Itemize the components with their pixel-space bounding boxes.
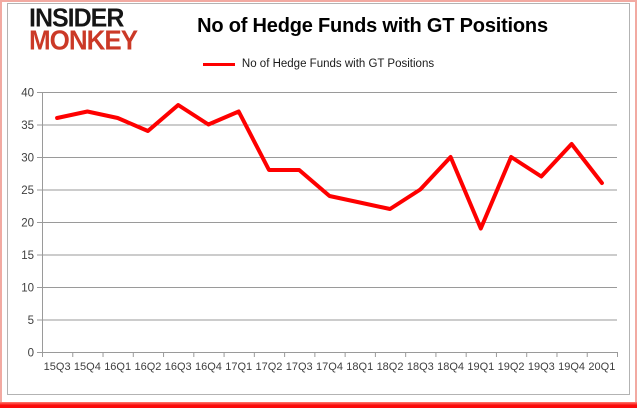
legend-line-swatch: [202, 62, 235, 66]
x-axis-label: 17Q2: [256, 361, 283, 373]
y-axis-label: 40: [21, 88, 34, 100]
x-axis-label: 16Q1: [104, 361, 131, 373]
chart-legend: No of Hedge Funds with GT Positions: [0, 56, 637, 72]
x-axis-label: 18Q2: [377, 361, 404, 373]
chart-border: [7, 3, 630, 395]
y-axis-label: 0: [28, 348, 34, 360]
x-axis-label: 18Q4: [437, 361, 464, 373]
logo-text-insider: INSIDER: [29, 3, 124, 33]
x-axis-label: 19Q2: [498, 361, 525, 373]
y-axis-label: 5: [28, 315, 34, 327]
y-axis-label: 20: [21, 218, 34, 230]
x-axis-label: 15Q4: [74, 361, 101, 373]
x-axis-label: 18Q3: [407, 361, 434, 373]
x-axis-label: 17Q3: [286, 361, 313, 373]
x-axis-label: 19Q1: [467, 361, 494, 373]
x-axis-label: 16Q2: [134, 361, 161, 373]
x-axis-label: 15Q3: [44, 361, 71, 373]
x-axis-label: 17Q4: [316, 361, 343, 373]
y-axis-label: 30: [21, 153, 34, 165]
y-axis-label: 35: [21, 120, 34, 132]
chart-title: No of Hedge Funds with GT Positions: [197, 15, 548, 37]
logo-text-monkey: MONKEY: [29, 24, 138, 56]
legend-label: No of Hedge Funds with GT Positions: [241, 58, 435, 70]
x-axis-label: 16Q3: [165, 361, 192, 373]
y-axis-label: 15: [21, 250, 34, 262]
bottom-red-strip: [0, 402, 637, 408]
y-axis-label: 25: [21, 185, 34, 197]
data-series-line: [55, 103, 604, 231]
x-axis-label: 18Q1: [346, 361, 373, 373]
x-axis-label: 19Q4: [558, 361, 585, 373]
x-axis-label: 17Q1: [225, 361, 252, 373]
x-axis-label: 16Q4: [195, 361, 222, 373]
insider-monkey-logo: INSIDER MONKEY: [29, 3, 138, 56]
x-axis-label: 20Q1: [588, 361, 615, 373]
y-axis-label: 10: [21, 283, 34, 295]
x-axis-label: 19Q3: [528, 361, 555, 373]
